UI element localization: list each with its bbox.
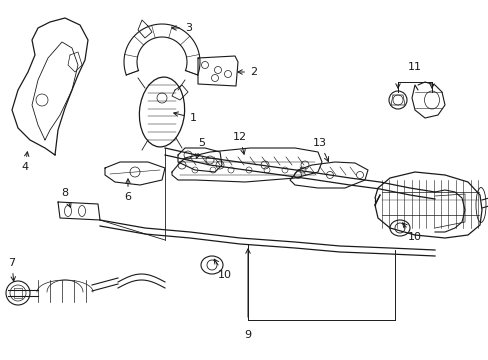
Text: 1: 1 — [173, 112, 197, 123]
Text: 2: 2 — [237, 67, 257, 77]
Text: 10: 10 — [214, 259, 231, 280]
Text: 13: 13 — [312, 138, 328, 162]
Text: 12: 12 — [232, 132, 246, 154]
Text: 8: 8 — [61, 188, 71, 207]
Text: 7: 7 — [8, 258, 16, 281]
Text: 9: 9 — [244, 330, 251, 340]
Text: 5: 5 — [195, 138, 205, 158]
Text: 3: 3 — [171, 23, 192, 33]
Text: 11: 11 — [407, 62, 421, 72]
Text: 6: 6 — [124, 179, 131, 202]
Text: 4: 4 — [21, 152, 29, 172]
Text: 10: 10 — [402, 223, 421, 242]
